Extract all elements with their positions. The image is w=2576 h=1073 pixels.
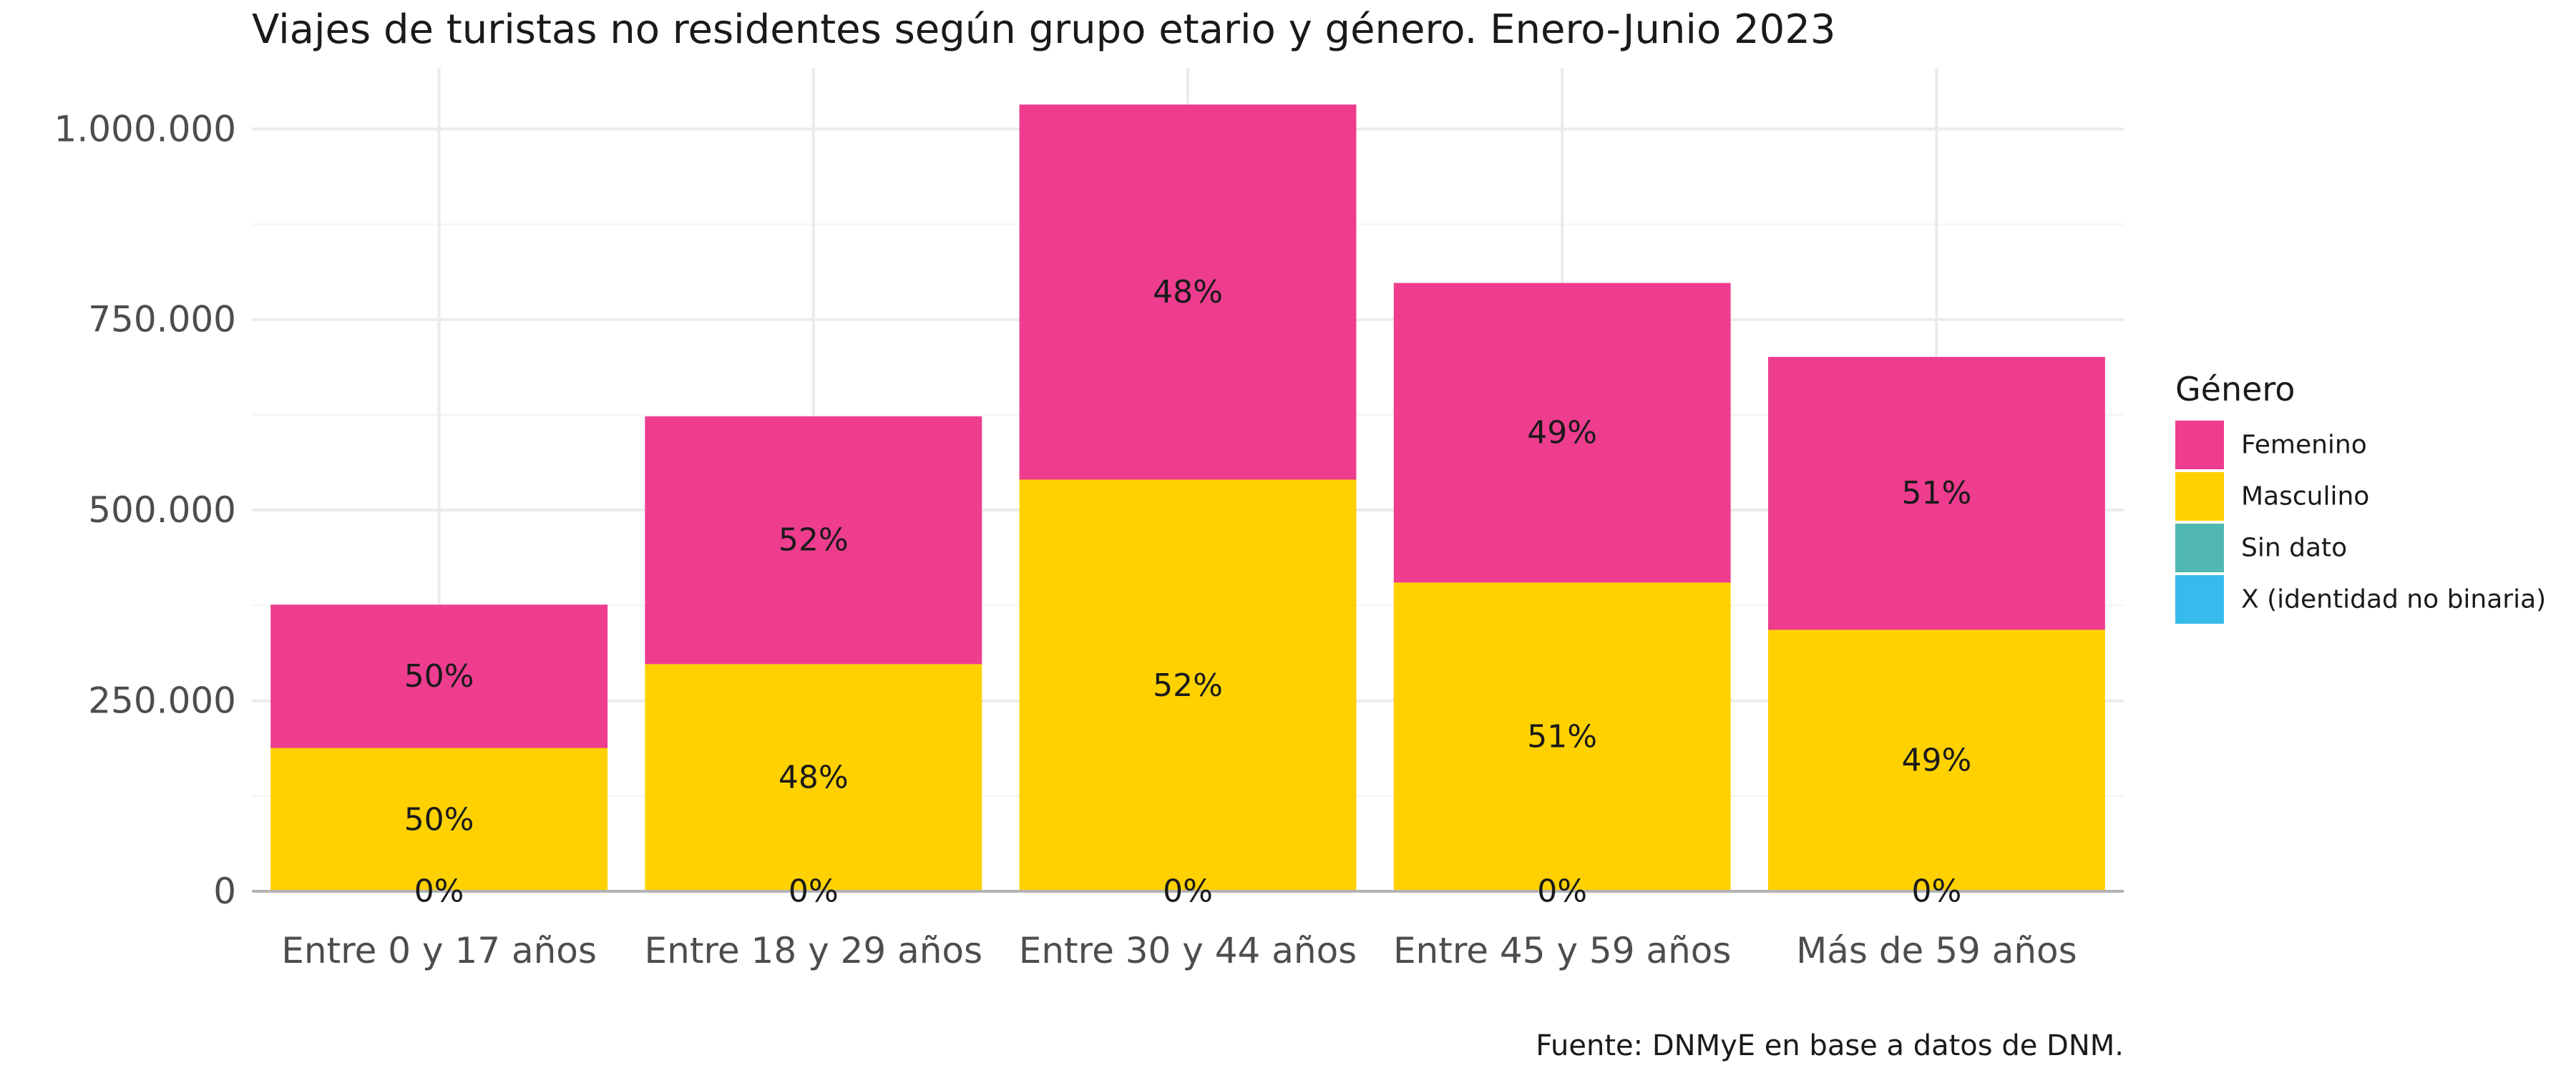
legend-label: Masculino bbox=[2241, 482, 2369, 511]
data-label: 52% bbox=[779, 522, 849, 559]
x-tick-label: Entre 18 y 29 años bbox=[645, 930, 983, 971]
data-label: 50% bbox=[404, 658, 474, 695]
legend: Género Femenino Masculino Sin dato X (ident… bbox=[2175, 370, 2546, 624]
x-tick-label: Entre 45 y 59 años bbox=[1393, 930, 1732, 971]
data-label: 0% bbox=[414, 873, 464, 910]
y-tick-label: 250.000 bbox=[88, 680, 236, 722]
legend-key bbox=[2175, 421, 2224, 469]
legend-key bbox=[2175, 524, 2224, 572]
data-label: 49% bbox=[1902, 743, 1972, 779]
bar-segment bbox=[1019, 479, 1357, 891]
legend-key bbox=[2175, 472, 2224, 521]
x-tick-label: Más de 59 años bbox=[1796, 930, 2077, 971]
data-label: 0% bbox=[1537, 873, 1587, 910]
bar-segment bbox=[1019, 104, 1357, 480]
data-label: 48% bbox=[1153, 274, 1223, 310]
y-tick-label: 1.000.000 bbox=[54, 108, 236, 150]
bar-segment bbox=[1767, 629, 2105, 891]
bar-labels: 0% 50% 50% 0% 48% 52% 0% 52% 48% 0% 51% 49% 0% 49% 51% bbox=[404, 274, 1972, 910]
data-label: 51% bbox=[1527, 719, 1597, 755]
bar-segment bbox=[270, 604, 608, 748]
data-label: 0% bbox=[1163, 873, 1213, 910]
legend-title: Género bbox=[2175, 370, 2295, 408]
x-tick-label: Entre 30 y 44 años bbox=[1019, 930, 1357, 971]
axes: 0 250.000 500.000 750.000 1.000.000 Entre 0 y… bbox=[54, 108, 2124, 971]
data-label: 0% bbox=[789, 873, 839, 910]
legend-label: Femenino bbox=[2241, 431, 2367, 460]
legend-label: X (identidad no binaria) bbox=[2241, 585, 2546, 614]
bar-segment bbox=[1393, 582, 1731, 891]
data-label: 49% bbox=[1527, 414, 1597, 451]
chart-title: Viajes de turistas no residentes según g… bbox=[252, 6, 1836, 53]
x-tick-label: Entre 0 y 17 años bbox=[281, 930, 597, 971]
y-tick-label: 500.000 bbox=[88, 489, 236, 531]
bar-segment bbox=[1767, 356, 2105, 630]
bar-segment bbox=[645, 664, 982, 891]
data-label: 50% bbox=[404, 801, 474, 838]
y-tick-label: 750.000 bbox=[88, 299, 236, 340]
bar-segment bbox=[270, 748, 608, 891]
legend-key bbox=[2175, 575, 2224, 624]
data-label: 52% bbox=[1153, 667, 1223, 704]
chart-caption: Fuente: DNMyE en base a datos de DNM. bbox=[1536, 1029, 2124, 1062]
data-label: 48% bbox=[779, 760, 849, 796]
y-tick-label: 0 bbox=[213, 871, 236, 912]
data-label: 0% bbox=[1911, 873, 1961, 910]
bar-segment bbox=[1393, 283, 1731, 583]
bars bbox=[270, 104, 2105, 891]
legend-label: Sin dato bbox=[2241, 534, 2347, 563]
data-label: 51% bbox=[1902, 475, 1972, 511]
bar-segment bbox=[645, 416, 982, 665]
